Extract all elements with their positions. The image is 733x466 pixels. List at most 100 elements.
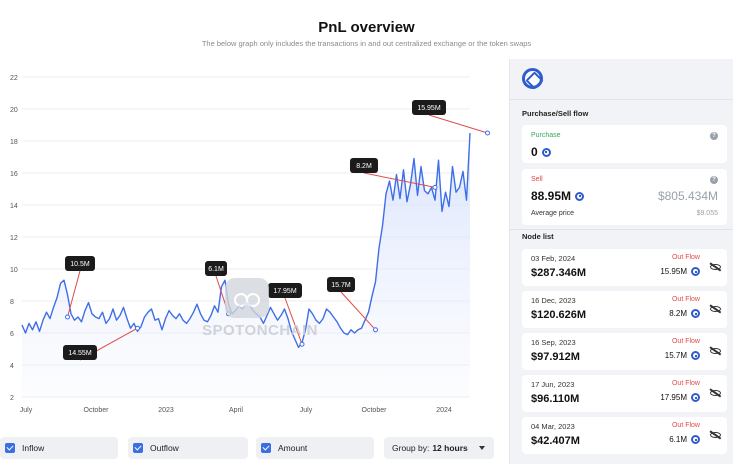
node-list-item[interactable]: 16 Sep, 2023 $97.912M Out Flow 15.7M: [522, 333, 727, 370]
pnl-chart[interactable]: 22 20 18 16 14 12 10 8 6 4 2 July October 2023 April Ju…: [0, 60, 500, 420]
inflow-label: Inflow: [22, 443, 45, 453]
inflow-checkbox-icon[interactable]: [5, 443, 15, 453]
pnl-chart-svg[interactable]: 22 20 18 16 14 12 10 8 6 4 2 July October 2023 April Ju…: [0, 60, 500, 420]
token-logo-icon: [522, 68, 543, 89]
annotation-label: 10.5M: [70, 261, 90, 268]
amount-checkbox-icon[interactable]: [261, 443, 271, 453]
annotation-connector: [67, 270, 81, 318]
annotation-point: [485, 130, 490, 136]
annotation-box: [268, 283, 302, 298]
node-qty-value: 15.95M: [660, 267, 687, 276]
annotation-connector: [363, 172, 436, 188]
y-tick-label: 22: [10, 75, 18, 82]
node-qty: 6.1M: [669, 435, 700, 444]
y-tick-label: 6: [10, 331, 14, 338]
node-list-item[interactable]: 04 Mar, 2023 $42.407M Out Flow 6.1M: [522, 417, 727, 454]
node-flow: Out Flow: [671, 296, 700, 303]
node-amount: $96.110M: [531, 393, 580, 405]
x-tick-label: October: [362, 407, 388, 414]
y-tick-label: 12: [10, 235, 18, 242]
purchase-value: 0: [531, 145, 551, 159]
sell-usd-value: $805.434M: [657, 189, 718, 203]
annotation-box: [412, 100, 446, 115]
y-tick-label: 4: [10, 363, 14, 370]
node-amount: $287.346M: [531, 267, 587, 279]
x-tick-label: July: [300, 407, 313, 414]
node-list-item[interactable]: 03 Feb, 2024 $287.346M Out Flow 15.95M: [522, 249, 727, 286]
divider: [510, 99, 733, 100]
node-qty-value: 6.1M: [669, 435, 687, 444]
annotation-connector: [340, 291, 376, 331]
side-panel: Purchase/Sell flow Purchase ? 0 Sell ? 8…: [509, 59, 733, 464]
page-subtitle: The below graph only includes the transa…: [201, 39, 532, 48]
node-flow: Out Flow: [671, 338, 700, 345]
group-by-select[interactable]: Group by: 12 hours: [384, 437, 494, 459]
eye-off-icon[interactable]: [710, 432, 721, 438]
page-header: PnL overview The below graph only includ…: [0, 0, 733, 56]
series-area: [22, 133, 470, 397]
inflow-toggle[interactable]: Inflow: [0, 437, 118, 459]
annotation-connector: [428, 114, 488, 134]
eye-off-icon[interactable]: [710, 390, 721, 396]
outflow-toggle[interactable]: Outflow: [128, 437, 248, 459]
y-tick-label: 18: [10, 139, 18, 146]
x-tick-label: 2024: [436, 407, 452, 414]
annotation-point: [135, 325, 140, 331]
purchase-card: Purchase ? 0: [522, 125, 727, 163]
outflow-checkbox-icon[interactable]: [133, 443, 143, 453]
node-qty: 17.95M: [660, 393, 700, 402]
node-qty-value: 8.2M: [669, 309, 687, 318]
divider: [510, 229, 733, 230]
node-date: 16 Dec, 2023: [531, 296, 576, 305]
annotation-label: 6.1M: [208, 266, 224, 273]
annotation-label: 15.7M: [331, 282, 351, 289]
outflow-label: Outflow: [150, 443, 179, 453]
eye-off-icon[interactable]: [710, 348, 721, 354]
amount-label: Amount: [278, 443, 308, 453]
eye-off-icon[interactable]: [710, 264, 721, 270]
annotation-box: [205, 261, 227, 276]
node-list-item[interactable]: 16 Dec, 2023 $120.626M Out Flow 8.2M: [522, 291, 727, 328]
average-price-value: $9.055: [696, 210, 718, 217]
chart-controls: Inflow Outflow Amount Group by: 12 hours: [0, 437, 500, 461]
node-qty: 15.7M: [665, 351, 700, 360]
y-tick-label: 16: [10, 171, 18, 178]
y-tick-label: 14: [10, 203, 18, 210]
annotation-box: [327, 277, 355, 292]
y-tick-label: 10: [10, 267, 18, 274]
y-tick-label: 20: [10, 107, 18, 114]
purchase-amount: 0: [531, 145, 538, 159]
group-by-label: Group by:: [392, 443, 430, 453]
token-icon: [691, 309, 700, 318]
node-qty-value: 17.95M: [660, 393, 687, 402]
page-title: PnL overview: [318, 19, 415, 36]
token-icon: [575, 191, 585, 201]
x-tick-label: 2023: [158, 407, 174, 414]
annotation-point: [432, 184, 438, 190]
help-icon[interactable]: ?: [710, 132, 718, 140]
amount-toggle[interactable]: Amount: [256, 437, 374, 459]
y-tick-label: 8: [10, 299, 14, 306]
node-list-title: Node list: [522, 232, 554, 241]
purchase-label: Purchase: [531, 132, 561, 139]
purchase-sell-title: Purchase/Sell flow: [522, 109, 589, 118]
annotation-connector: [284, 297, 303, 345]
node-date: 16 Sep, 2023: [531, 338, 576, 347]
average-price-label: Average price: [531, 210, 575, 217]
help-icon[interactable]: ?: [710, 176, 718, 184]
node-date: 03 Feb, 2024: [531, 254, 576, 263]
sell-card: Sell ? 88.95M $805.434M Average price $9…: [522, 169, 727, 225]
node-amount: $97.912M: [531, 351, 580, 363]
node-flow: Out Flow: [671, 380, 700, 387]
chevron-down-icon[interactable]: [479, 446, 485, 450]
annotation-box: [350, 158, 378, 173]
node-qty: 15.95M: [660, 267, 700, 276]
annotation-label: 17.95M: [273, 288, 297, 295]
sell-label: Sell: [531, 176, 543, 183]
group-by-value: 12 hours: [432, 443, 468, 453]
node-list-item[interactable]: 17 Jun, 2023 $96.110M Out Flow 17.95M: [522, 375, 727, 412]
eye-off-icon[interactable]: [710, 306, 721, 312]
annotation-label: 14.55M: [68, 350, 92, 357]
annotation-box: [63, 345, 97, 360]
node-date: 04 Mar, 2023: [531, 422, 575, 431]
